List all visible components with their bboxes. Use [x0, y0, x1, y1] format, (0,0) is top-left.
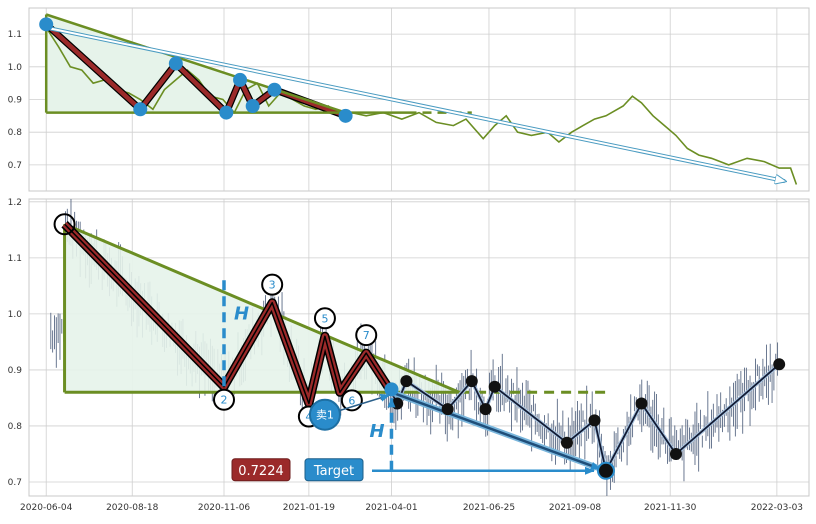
- overview-y-tick-label: 0.7: [8, 161, 22, 171]
- pivot-label: 5: [321, 312, 328, 325]
- overview-y-tick-label: 1.0: [8, 63, 23, 73]
- x-tick-label: 2021-01-19: [283, 503, 336, 513]
- axis-labels: 2020-06-04 2020-08-18 2020-11-06 2021-01-19…: [8, 30, 803, 513]
- overview-pivot-point: [39, 17, 54, 32]
- future-swing-point: [560, 436, 573, 449]
- pivot-circle: [213, 388, 235, 411]
- detail-y-tick-label: 1.0: [8, 310, 23, 320]
- target-height-label: H: [369, 421, 384, 442]
- entry-arrow: [338, 393, 391, 412]
- detail-plot: [50, 199, 786, 496]
- target-label-text: Target: [313, 464, 354, 479]
- target-price-value: 0.7224: [238, 464, 284, 479]
- target-price-badge: [231, 458, 291, 482]
- pivot-label: 4: [305, 411, 312, 424]
- overview-pivot-point: [133, 102, 148, 117]
- target-label-badge: [304, 458, 364, 482]
- x-tick-label: 2021-09-08: [549, 503, 602, 513]
- overview-y-tick-label: 0.8: [8, 128, 23, 138]
- pivot-circle: [261, 273, 284, 296]
- pivot-label: 2: [221, 394, 228, 407]
- projection-arrow: [391, 391, 601, 470]
- overview-resistance-line: [45, 13, 346, 114]
- overview-plot: [39, 13, 798, 185]
- overview-pivot-point: [267, 82, 282, 97]
- future-swing-point: [596, 461, 615, 480]
- detail-resistance-line: [64, 222, 460, 394]
- pivot-circle: [355, 324, 378, 347]
- x-tick-label: 2022-03-03: [751, 503, 803, 513]
- detail-pattern-core: [64, 223, 393, 405]
- detail-y-tick-label: 0.8: [8, 422, 23, 432]
- detail-y-tick-label: 0.9: [8, 366, 23, 376]
- x-tick-label: 2020-11-06: [198, 503, 251, 513]
- pivot-label: 6: [348, 394, 355, 407]
- pivot-circle: [313, 307, 336, 330]
- future-swing-point: [400, 375, 413, 388]
- future-swing-point: [773, 358, 786, 371]
- future-swing-point: [635, 397, 648, 410]
- overview-pivot-point: [168, 56, 183, 71]
- overview-price-line: [45, 27, 798, 185]
- overview-pivot-point: [233, 72, 248, 87]
- future-swing-point: [479, 403, 492, 416]
- pivot-circle: [384, 382, 399, 397]
- overview-triangle-fill: [46, 14, 408, 113]
- x-tick-label: 2020-08-18: [106, 503, 159, 513]
- overview-y-tick-label: 0.9: [8, 96, 23, 106]
- detail-y-tick-label: 1.2: [8, 198, 22, 208]
- pivot-label: 7: [363, 329, 370, 342]
- future-swing-point: [465, 375, 478, 388]
- future-swing-point: [669, 447, 682, 460]
- overview-forecast-arrow: [46, 26, 785, 182]
- overview-pivot-point: [219, 105, 234, 120]
- x-tick-label: 2021-06-25: [463, 503, 515, 513]
- pivot-circle: [53, 213, 76, 236]
- overview-y-tick-label: 1.1: [8, 30, 22, 40]
- entry-marker: [308, 398, 341, 431]
- detail-y-tick-label: 0.7: [8, 478, 22, 488]
- future-swing-point: [488, 380, 501, 393]
- future-swing-point: [441, 403, 454, 416]
- annotations: H H 2 3 4 5 6 7 卖1 0.7224 Target: [53, 213, 595, 482]
- entry-label: 卖1: [316, 409, 334, 422]
- detail-y-tick-label: 1.1: [8, 254, 22, 264]
- pivot-label: 3: [269, 279, 276, 292]
- overview-pivot-point: [245, 99, 260, 114]
- x-tick-label: 2021-11-30: [644, 503, 697, 513]
- pattern-height-label: H: [234, 303, 249, 324]
- future-swing-point: [588, 414, 601, 427]
- x-tick-label: 2020-06-04: [20, 503, 73, 513]
- x-tick-label: 2021-04-01: [365, 503, 417, 513]
- overview-pivot-point: [338, 108, 353, 123]
